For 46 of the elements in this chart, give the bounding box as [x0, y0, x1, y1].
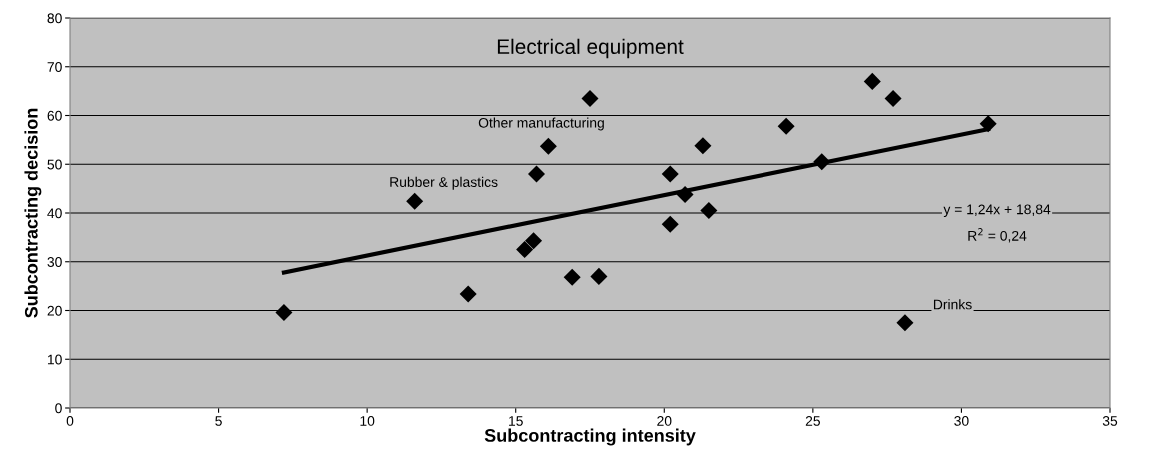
point — [694, 137, 712, 155]
x-tick-label: 5 — [215, 416, 222, 426]
y-tick-label: 0 — [55, 403, 62, 414]
point — [528, 165, 546, 183]
x-tick-label: 0 — [66, 416, 74, 426]
y-tick-label: 10 — [47, 354, 62, 365]
point — [661, 215, 679, 233]
annotation: Rubber & plastics — [390, 176, 498, 190]
point — [406, 192, 424, 210]
point — [590, 267, 608, 285]
y-tick-label: 80 — [47, 13, 62, 24]
y-tick-label: 70 — [47, 62, 62, 72]
point — [525, 232, 543, 250]
x-tick-label: 10 — [360, 416, 375, 426]
x-tick-label: 15 — [509, 416, 523, 426]
point — [275, 303, 293, 321]
y-tick-label: 60 — [47, 110, 62, 121]
point — [563, 268, 581, 286]
y-tick-label: 30 — [47, 257, 62, 267]
annotation: R$^{2}$ = 0,24 — [968, 228, 1027, 243]
x-tick-label: 20 — [657, 416, 672, 426]
y-tick-label: 50 — [47, 159, 62, 170]
x-tick-label: 25 — [805, 416, 820, 426]
point — [896, 314, 914, 332]
x-tick-label: 35 — [1102, 416, 1118, 426]
point — [661, 165, 679, 183]
point — [676, 185, 694, 203]
point — [700, 202, 718, 220]
y-tick-label: 40 — [47, 208, 62, 219]
annotation: y = 1,24x + 18,84 — [943, 204, 1051, 218]
x-axis-title: Subcontracting intensity — [484, 428, 696, 446]
point — [539, 137, 557, 155]
point — [884, 89, 902, 107]
point — [516, 241, 534, 259]
point — [813, 153, 831, 171]
point — [777, 117, 795, 135]
x-tick-label: 30 — [954, 416, 969, 426]
annotation: Other manufacturing — [478, 117, 604, 131]
point — [979, 115, 997, 133]
y-axis-title: Subcontracting decision — [24, 108, 42, 318]
point — [863, 72, 881, 90]
annotation: Drinks — [933, 299, 972, 310]
point — [459, 285, 477, 303]
point — [581, 89, 599, 107]
y-tick-label: 20 — [47, 305, 62, 316]
annotation: Electrical equipment — [497, 38, 684, 59]
